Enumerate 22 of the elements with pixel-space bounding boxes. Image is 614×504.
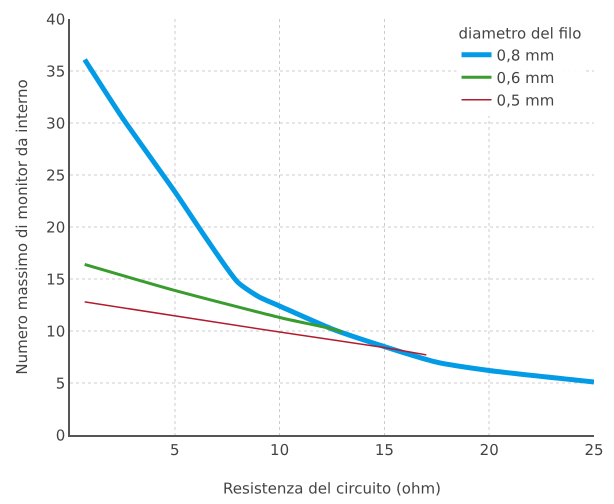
y-tick-label: 35	[46, 62, 66, 80]
line-series	[84, 301, 428, 356]
x-tick-label: 15	[374, 440, 394, 459]
x-axis-title: Resistenza del circuito (ohm)	[223, 479, 441, 498]
y-tick-label: 5	[56, 374, 66, 392]
x-tick-label: 25	[584, 440, 604, 459]
x-tick-label: 10	[270, 440, 290, 459]
y-tick-label: 0	[56, 426, 66, 444]
y-tick-label: 40	[46, 10, 66, 28]
y-tick-label: 20	[46, 218, 66, 236]
y-tick-label: 10	[46, 322, 66, 340]
legend-title: diametro del filo	[458, 24, 582, 42]
legend-label: 0,5 mm	[496, 92, 554, 110]
x-tick-label: 20	[480, 440, 499, 459]
y-tick-label: 30	[46, 114, 66, 132]
line-series	[83, 262, 344, 334]
x-tick-label: 5	[170, 440, 180, 459]
y-axis-title: Numero massimo di monitor da interno	[12, 79, 31, 375]
y-tick-label: 15	[46, 270, 66, 288]
legend-label: 0,6 mm	[496, 69, 554, 88]
y-tick-label: 25	[46, 166, 66, 184]
legend-label: 0,8 mm	[496, 46, 554, 65]
